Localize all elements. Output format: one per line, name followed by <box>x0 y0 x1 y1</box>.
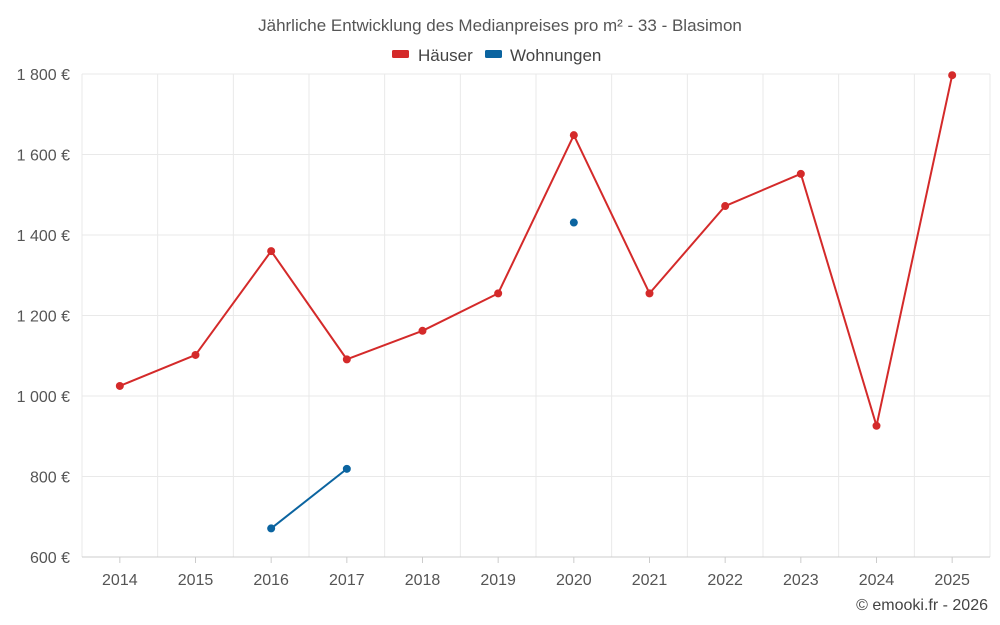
y-tick-label: 600 € <box>30 550 70 567</box>
series-line-wohnungen <box>270 468 348 530</box>
x-tick-label: 2016 <box>253 572 289 589</box>
series-hauser <box>115 71 957 430</box>
series-wohnungen <box>267 218 578 533</box>
chart-title: Jährliche Entwicklung des Medianpreises … <box>258 16 742 35</box>
data-point-hauser[interactable] <box>569 131 578 140</box>
data-point-hauser[interactable] <box>645 289 654 298</box>
series <box>115 71 957 533</box>
data-point-hauser[interactable] <box>721 202 730 211</box>
x-tick-label: 2019 <box>480 572 516 589</box>
y-tick-label: 1 600 € <box>17 148 70 165</box>
x-tick-label: 2025 <box>934 572 970 589</box>
legend-label-wohnungen: Wohnungen <box>510 46 601 65</box>
y-tick-label: 1 800 € <box>17 67 70 84</box>
data-point-hauser[interactable] <box>418 326 427 335</box>
y-tick-label: 1 400 € <box>17 228 70 245</box>
x-tick-label: 2014 <box>102 572 138 589</box>
data-point-hauser[interactable] <box>115 381 124 390</box>
x-tick-label: 2024 <box>859 572 895 589</box>
y-tick-label: 1 000 € <box>17 389 70 406</box>
x-tick-label: 2018 <box>405 572 441 589</box>
x-tick-label: 2022 <box>707 572 743 589</box>
data-point-hauser[interactable] <box>342 355 351 364</box>
data-point-hauser[interactable] <box>872 421 881 430</box>
x-tick-label: 2020 <box>556 572 592 589</box>
axes: 600 € 800 € 1 000 € 1 200 € 1 400 € 1 600 € 1 … <box>17 67 990 589</box>
data-point-hauser[interactable] <box>948 71 957 80</box>
data-point-hauser[interactable] <box>796 169 805 178</box>
legend-label-hauser: Häuser <box>418 46 473 65</box>
x-tick-label: 2021 <box>632 572 668 589</box>
data-point-hauser[interactable] <box>267 247 276 256</box>
legend-item-hauser[interactable]: Häuser <box>392 46 473 65</box>
credit-text: © emooki.fr - 2026 <box>856 597 988 614</box>
x-tick-label: 2017 <box>329 572 365 589</box>
data-point-wohnungen[interactable] <box>342 464 351 473</box>
legend: Häuser Wohnungen <box>392 46 601 65</box>
x-tick-label: 2015 <box>178 572 214 589</box>
legend-swatch-hauser <box>392 50 409 58</box>
data-point-wohnungen[interactable] <box>267 524 276 533</box>
data-point-hauser[interactable] <box>494 289 503 298</box>
data-point-hauser[interactable] <box>191 350 200 359</box>
y-tick-label: 1 200 € <box>17 309 70 326</box>
legend-item-wohnungen[interactable]: Wohnungen <box>485 46 601 65</box>
data-point-wohnungen[interactable] <box>569 218 578 227</box>
y-tick-label: 800 € <box>30 470 70 487</box>
grid <box>81 73 991 558</box>
series-line-hauser <box>119 74 954 427</box>
legend-swatch-wohnungen <box>485 50 502 58</box>
x-tick-label: 2023 <box>783 572 819 589</box>
